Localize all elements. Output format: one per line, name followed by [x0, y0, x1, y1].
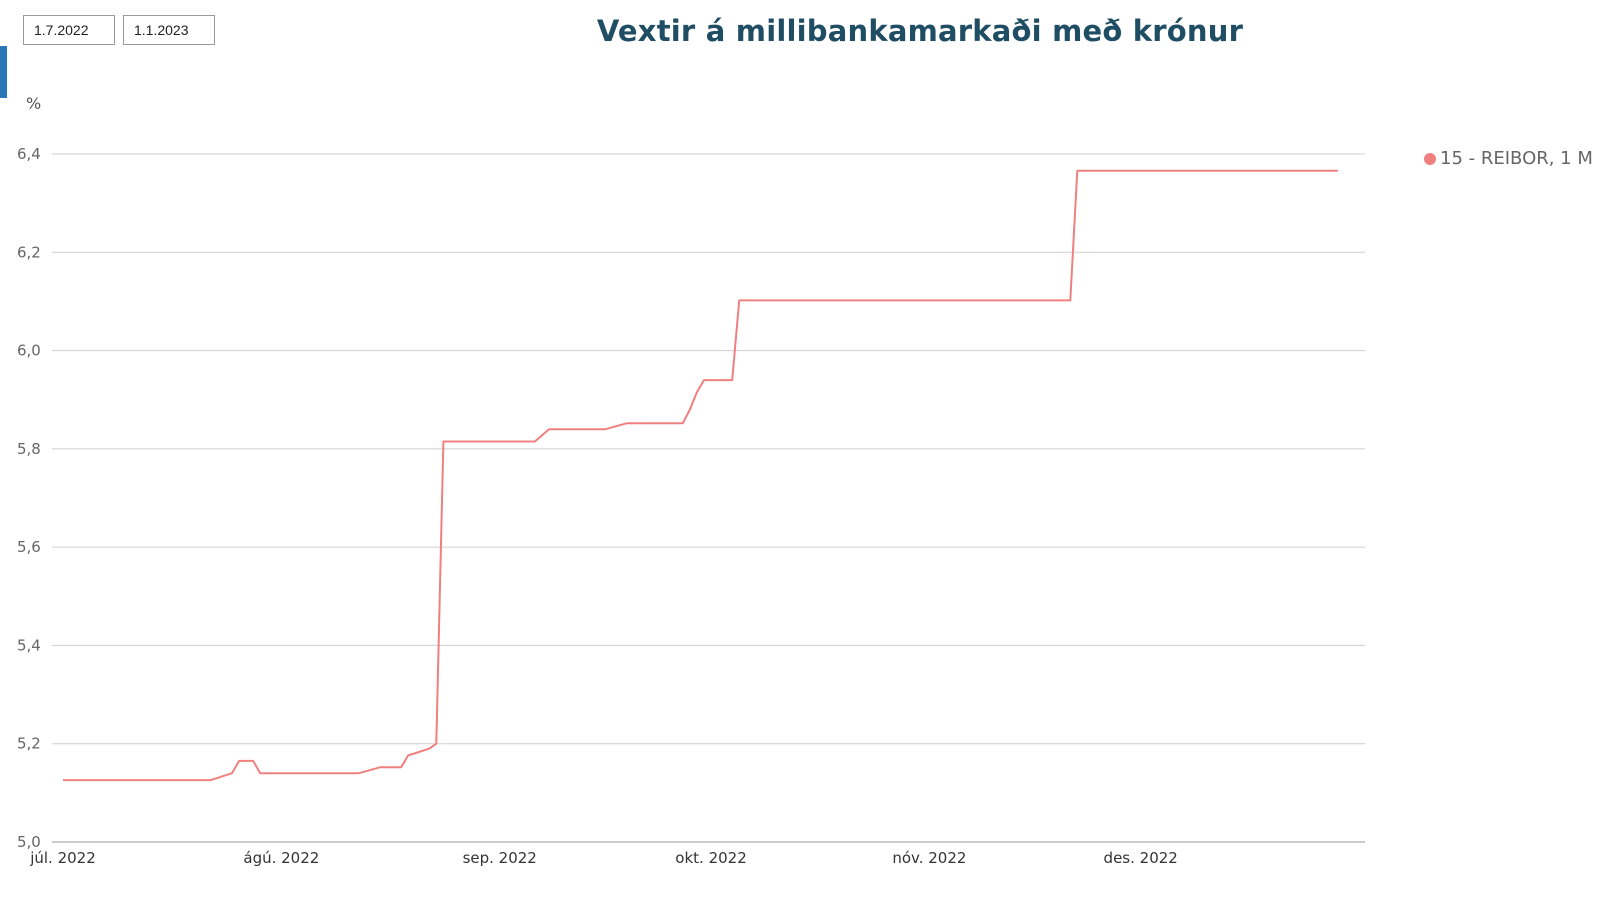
x-tick-label: ágú. 2022	[243, 849, 319, 867]
x-tick-label: okt. 2022	[675, 849, 746, 867]
y-tick-label: 6,0	[17, 342, 41, 360]
legend-series-label: 15 - REIBOR, 1 M	[1440, 148, 1593, 169]
x-tick-label: nóv. 2022	[892, 849, 966, 867]
y-tick-label: 5,8	[17, 440, 41, 458]
x-tick-label: júl. 2022	[29, 849, 96, 867]
side-panel-tab[interactable]	[0, 46, 7, 98]
y-tick-label: 5,4	[17, 636, 41, 654]
x-tick-label: sep. 2022	[463, 849, 537, 867]
date-to-input[interactable]	[123, 15, 215, 45]
y-axis-unit-label: %	[26, 94, 42, 113]
y-tick-label: 6,4	[17, 145, 41, 163]
y-tick-label: 5,0	[17, 833, 41, 851]
x-tick-label: des. 2022	[1104, 849, 1178, 867]
legend-series-dot	[1424, 152, 1436, 165]
chart-legend[interactable]: 15 - REIBOR, 1 M	[1424, 148, 1593, 169]
chart-title: Vextir á millibankamarkaði með krónur	[596, 14, 1244, 48]
y-tick-label: 5,2	[17, 735, 41, 753]
date-from-input[interactable]	[23, 15, 115, 45]
y-tick-label: 5,6	[17, 538, 41, 556]
series-line	[63, 169, 1338, 782]
y-tick-label: 6,2	[17, 243, 41, 261]
